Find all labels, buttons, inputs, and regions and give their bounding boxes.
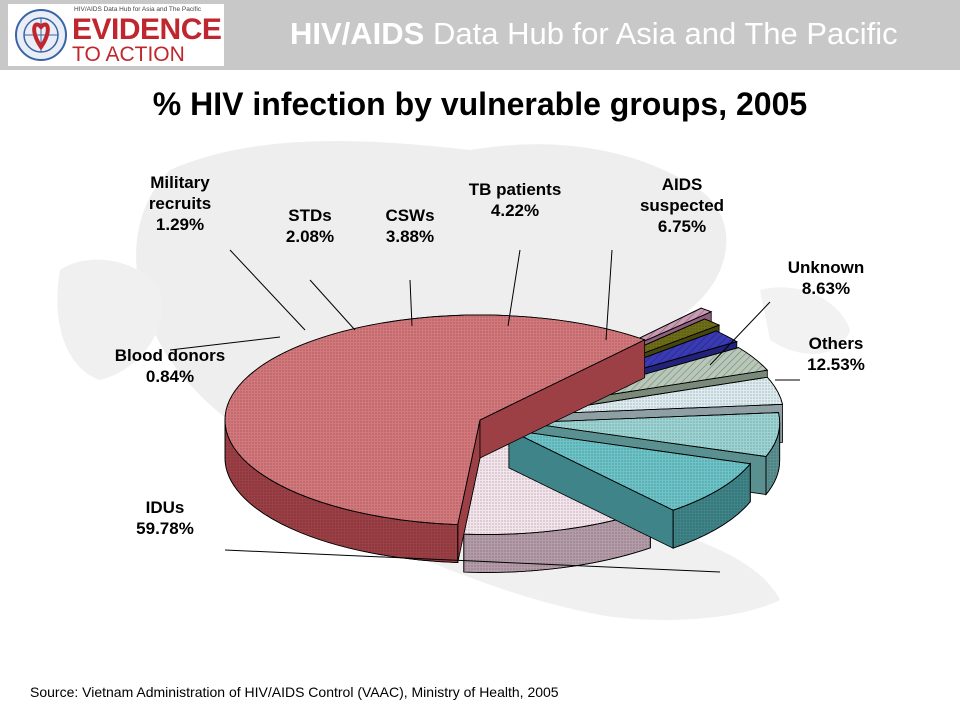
source-note: Source: Vietnam Administration of HIV/AI… — [30, 684, 559, 700]
data-label-value: 1.29% — [156, 215, 204, 234]
data-label-value: 2.08% — [286, 227, 334, 246]
leader-line — [409, 279, 413, 327]
page-title: % HIV infection by vulnerable groups, 20… — [152, 86, 808, 122]
leader-line — [709, 301, 771, 366]
data-label-name: Others — [809, 334, 864, 353]
pie-slice-unknown — [508, 429, 752, 549]
data-label-value: 8.63% — [802, 279, 850, 298]
data-label-value: 4.22% — [491, 201, 539, 220]
data-label-value: 0.84% — [146, 367, 194, 386]
logo-to-action: TO ACTION — [72, 43, 185, 66]
data-label-name: IDUs — [146, 498, 185, 517]
evidence-to-action-logo: HIV/AIDS Data Hub for Asia and The Pacif… — [8, 4, 224, 66]
header-title: HIV/AIDS Data Hub for Asia and The Pacif… — [290, 16, 898, 52]
logo-subtext: HIV/AIDS Data Hub for Asia and The Pacif… — [74, 6, 202, 13]
data-label-name: TB patients — [469, 180, 562, 199]
pie-chart: IDUs 59.78% Blood donors 0.84% Military recru… — [57, 141, 865, 620]
header-title-rest: Data Hub for Asia and The Pacific — [424, 16, 898, 51]
data-label-name: STDs — [288, 206, 331, 225]
logo-evidence: EVIDENCE — [72, 13, 222, 46]
leader-line — [229, 249, 306, 331]
pie-slice-idus — [224, 314, 646, 564]
data-label-value: 6.75% — [658, 217, 706, 236]
leader-line — [169, 336, 281, 351]
data-label-name: AIDS — [662, 175, 703, 194]
leader-line — [605, 249, 613, 341]
data-label-name: recruits — [149, 194, 211, 213]
un-emblem-icon — [15, 9, 67, 61]
data-label-name: Blood donors — [115, 346, 225, 365]
data-label-name: Military — [150, 173, 210, 192]
leader-line — [224, 549, 721, 573]
header-title-bold: HIV/AIDS — [290, 16, 425, 51]
data-label-name: Unknown — [788, 258, 865, 277]
data-label-value: 3.88% — [386, 227, 434, 246]
header-banner: HIV/AIDS Data Hub for Asia and The Pacif… — [0, 0, 960, 70]
data-label-value: 12.53% — [807, 355, 865, 374]
data-label-value: 59.78% — [136, 519, 194, 538]
leader-line — [309, 279, 356, 331]
data-label-name: CSWs — [385, 206, 434, 225]
data-label-name: suspected — [640, 196, 724, 215]
leader-line — [507, 249, 521, 327]
